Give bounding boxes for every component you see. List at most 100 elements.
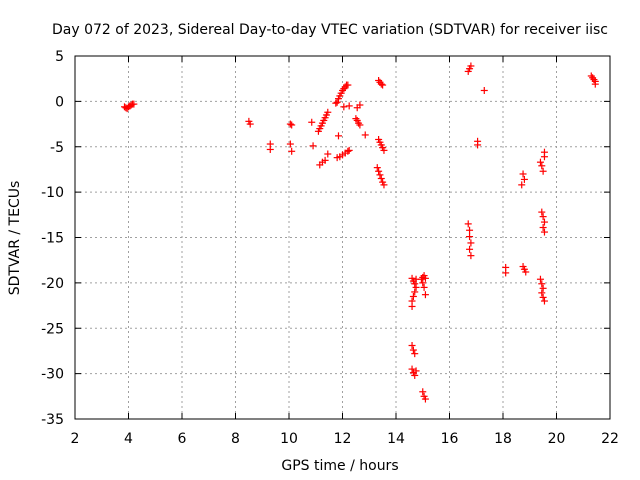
y-tick-label: -35: [41, 412, 64, 428]
data-point: [286, 120, 294, 128]
data-point: [266, 145, 274, 153]
x-tick-label: 2: [71, 431, 80, 447]
data-point: [324, 108, 332, 116]
grid: [75, 56, 610, 419]
data-point: [540, 218, 548, 226]
data-point: [518, 181, 526, 189]
data-point: [538, 162, 546, 170]
x-tick-label: 18: [494, 431, 512, 447]
x-tick-label: 22: [601, 431, 619, 447]
y-tick-label: -20: [41, 276, 64, 292]
x-tick-label: 20: [548, 431, 566, 447]
data-point: [356, 101, 364, 109]
data-point: [308, 118, 316, 126]
data-point: [520, 175, 528, 183]
data-point: [345, 146, 353, 154]
data-point: [466, 245, 474, 253]
x-tick-label: 14: [387, 431, 405, 447]
data-point: [538, 289, 546, 297]
data-point: [412, 367, 420, 375]
data-point: [411, 280, 419, 288]
data-point: [536, 158, 544, 166]
data-point: [376, 171, 384, 179]
data-point: [380, 146, 388, 154]
ticks: 2 4 6 8 10 12 14 16 18 20 22 -35 -30 -25 -20 -15 -10 -5 0 5: [41, 49, 619, 447]
data-point: [409, 292, 417, 300]
data-point: [466, 226, 474, 234]
data-point: [380, 181, 388, 189]
data-point: [408, 365, 416, 373]
data-point: [377, 175, 385, 183]
y-tick-label: -15: [41, 231, 64, 247]
data-point: [536, 275, 544, 283]
data-point: [539, 213, 547, 221]
data-point: [409, 346, 417, 354]
y-tick-label: -25: [41, 321, 64, 337]
data-point: [340, 103, 348, 111]
data-point: [411, 350, 419, 358]
data-point: [480, 86, 488, 94]
data-points: [120, 62, 599, 403]
x-tick-label: 12: [334, 431, 352, 447]
data-point: [467, 62, 475, 70]
x-tick-label: 16: [441, 431, 459, 447]
data-point: [538, 208, 546, 216]
y-tick-label: -30: [41, 367, 64, 383]
data-point: [519, 170, 527, 178]
data-point: [324, 150, 332, 158]
data-point: [309, 142, 317, 150]
x-tick-label: 8: [231, 431, 240, 447]
data-point: [332, 99, 340, 107]
data-point: [591, 80, 599, 88]
data-point: [361, 131, 369, 139]
data-point: [344, 147, 352, 155]
y-tick-label: 0: [55, 94, 64, 110]
data-point: [408, 302, 416, 310]
data-point: [467, 252, 475, 260]
data-point: [421, 291, 429, 299]
data-point: [539, 293, 547, 301]
data-point: [288, 147, 296, 155]
data-point: [373, 164, 381, 172]
data-point: [411, 371, 419, 379]
data-point: [474, 141, 482, 149]
data-point: [345, 102, 353, 110]
data-point: [540, 228, 548, 236]
data-point: [333, 98, 341, 106]
data-point: [130, 100, 138, 108]
data-point: [421, 395, 429, 403]
data-point: [288, 121, 296, 129]
data-point: [502, 269, 510, 277]
data-point: [538, 280, 546, 288]
data-point: [356, 121, 364, 129]
data-point: [321, 156, 329, 164]
data-point: [408, 341, 416, 349]
data-point: [375, 167, 383, 175]
x-tick-label: 10: [280, 431, 298, 447]
y-axis-label: SDTVAR / TECUs: [7, 181, 23, 296]
chart-title: Day 072 of 2023, Sidereal Day-to-day VTE…: [52, 22, 608, 38]
data-point: [412, 283, 420, 291]
data-point: [421, 274, 429, 282]
x-tick-label: 6: [178, 431, 187, 447]
data-point: [467, 239, 475, 247]
data-point: [411, 288, 419, 296]
data-point: [540, 297, 548, 305]
data-point: [540, 148, 548, 156]
y-tick-label: -5: [50, 140, 64, 156]
data-point: [377, 80, 385, 88]
x-tick-label: 4: [124, 431, 133, 447]
data-point: [466, 233, 474, 241]
data-point: [344, 81, 352, 89]
data-point: [522, 268, 530, 276]
data-point: [464, 220, 472, 228]
data-point: [419, 279, 427, 287]
data-point: [334, 132, 342, 140]
data-point: [286, 140, 294, 148]
data-point: [539, 284, 547, 292]
data-point: [420, 283, 428, 291]
data-point: [539, 224, 547, 232]
data-point: [419, 388, 427, 396]
